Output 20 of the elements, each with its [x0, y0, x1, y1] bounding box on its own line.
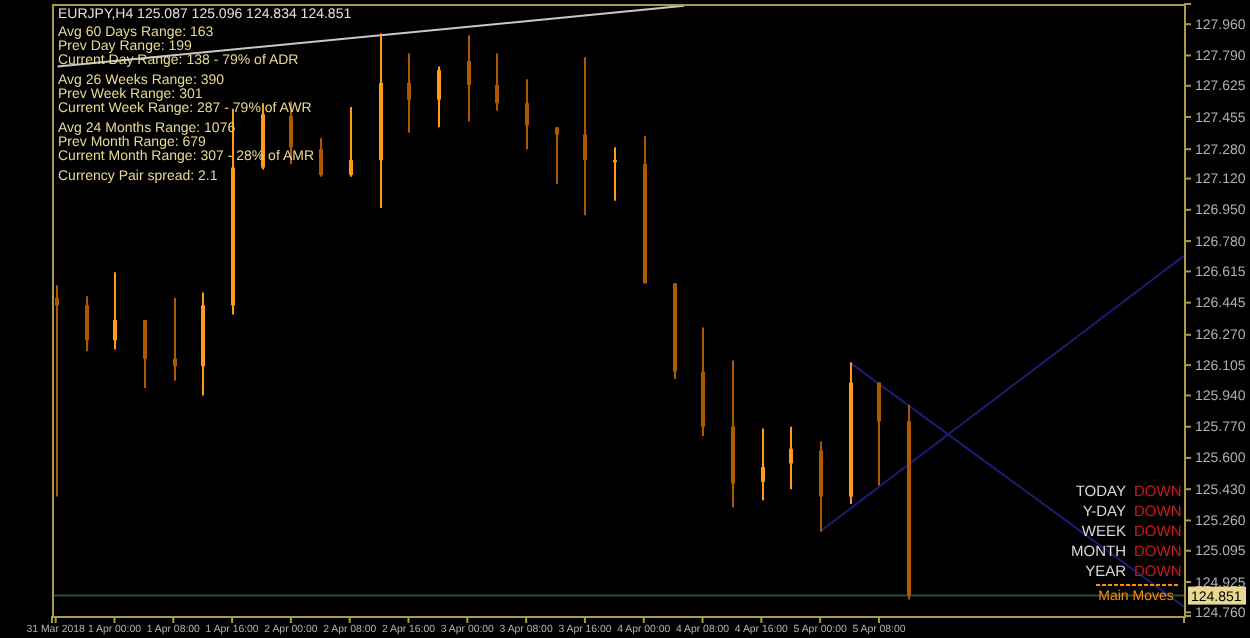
candlestick	[583, 56, 587, 217]
candlestick	[55, 284, 59, 498]
candlestick	[319, 137, 323, 178]
candlestick	[819, 440, 823, 533]
candlestick	[289, 100, 293, 165]
candlestick	[761, 427, 765, 502]
candlestick	[525, 78, 529, 151]
candlestick	[789, 425, 793, 491]
candlestick	[407, 52, 411, 134]
candlestick	[495, 52, 499, 112]
candlestick	[113, 271, 117, 351]
candlestick	[877, 381, 881, 487]
candlestick	[555, 126, 559, 186]
candlestick	[173, 297, 177, 382]
candlestick	[85, 295, 89, 353]
candlestick	[349, 105, 353, 178]
candlestick	[613, 146, 617, 202]
candlestick	[467, 34, 471, 123]
candlestick	[143, 319, 147, 390]
candlestick	[437, 65, 441, 129]
